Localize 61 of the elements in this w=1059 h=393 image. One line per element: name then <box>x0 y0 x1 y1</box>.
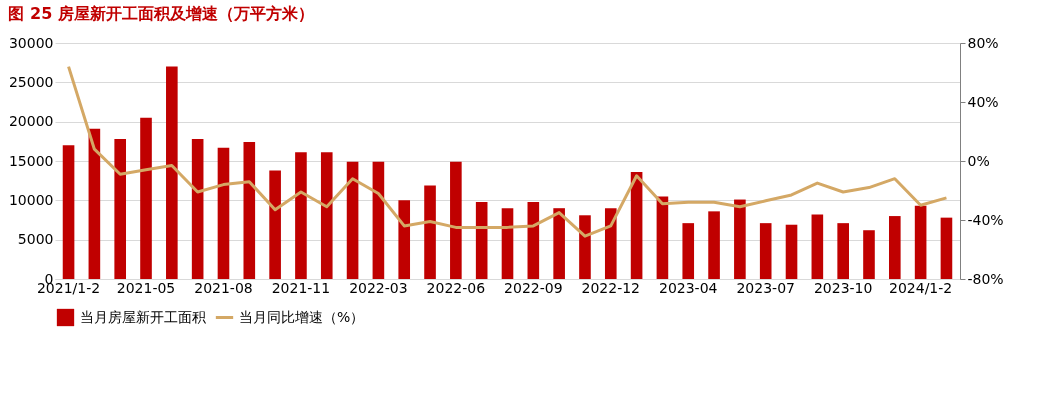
y-tick-label: 20000 <box>8 113 54 130</box>
bar <box>88 128 101 279</box>
bar <box>759 223 772 279</box>
y-tick-label: 15000 <box>8 152 54 169</box>
x-tick-label: 2021-11 <box>271 279 331 296</box>
bar <box>579 215 591 279</box>
bar <box>604 208 617 279</box>
x-tick-label: 2024/1-2 <box>889 279 953 296</box>
bar <box>320 152 333 279</box>
x-tick-label: 2023-07 <box>736 279 795 296</box>
bar <box>346 161 359 279</box>
bar <box>269 170 281 279</box>
legend-label: 当月同比增速（%） <box>239 308 365 325</box>
chart-title: 图 25 房屋新开工面积及增速（万平方米） <box>8 4 314 23</box>
bar <box>62 145 75 279</box>
y2-tick-label: -80% <box>967 270 1004 287</box>
x-tick-label: 2022-09 <box>504 279 563 296</box>
bar <box>217 147 230 279</box>
bar <box>191 138 204 279</box>
x-tick-label: 2021-08 <box>194 279 253 296</box>
y-tick-label: 10000 <box>8 191 54 208</box>
bar <box>475 201 488 279</box>
bar <box>398 200 411 279</box>
bar <box>424 185 436 279</box>
y2-tick-label: 0% <box>967 152 990 169</box>
y-tick-label: 25000 <box>8 73 54 90</box>
legend-label: 当月房屋新开工面积 <box>80 308 206 325</box>
bar <box>940 217 953 279</box>
y-tick-label: 5000 <box>17 231 54 248</box>
bar <box>734 199 746 279</box>
bar <box>682 223 695 279</box>
line-series <box>67 65 948 238</box>
bar <box>295 152 307 279</box>
bar <box>837 223 849 279</box>
bar <box>450 161 462 279</box>
bar <box>630 172 643 279</box>
y2-tick-label: 80% <box>967 34 999 51</box>
bar <box>708 211 720 279</box>
bar <box>140 117 152 279</box>
x-tick-label: 2023-10 <box>813 279 873 296</box>
bar <box>553 208 565 279</box>
bar <box>501 208 514 279</box>
bar <box>527 201 540 279</box>
bar <box>811 214 824 279</box>
x-tick-label: 2023-04 <box>658 279 718 296</box>
bar <box>914 205 927 279</box>
bar <box>888 216 901 279</box>
bar <box>785 224 798 279</box>
bar <box>863 230 875 279</box>
bar <box>372 161 385 279</box>
bar <box>166 66 178 279</box>
x-tick-label: 2022-12 <box>581 279 641 296</box>
y-tick-label: 30000 <box>8 34 54 51</box>
x-tick-label: 2022-06 <box>426 279 486 296</box>
y2-tick-label: -40% <box>967 211 1004 228</box>
bar <box>114 138 127 279</box>
bar <box>243 142 256 279</box>
x-tick-label: 2021-05 <box>116 279 176 296</box>
y2-tick-label: 40% <box>967 93 999 110</box>
bar <box>656 196 669 279</box>
x-tick-label: 2022-03 <box>349 279 408 296</box>
